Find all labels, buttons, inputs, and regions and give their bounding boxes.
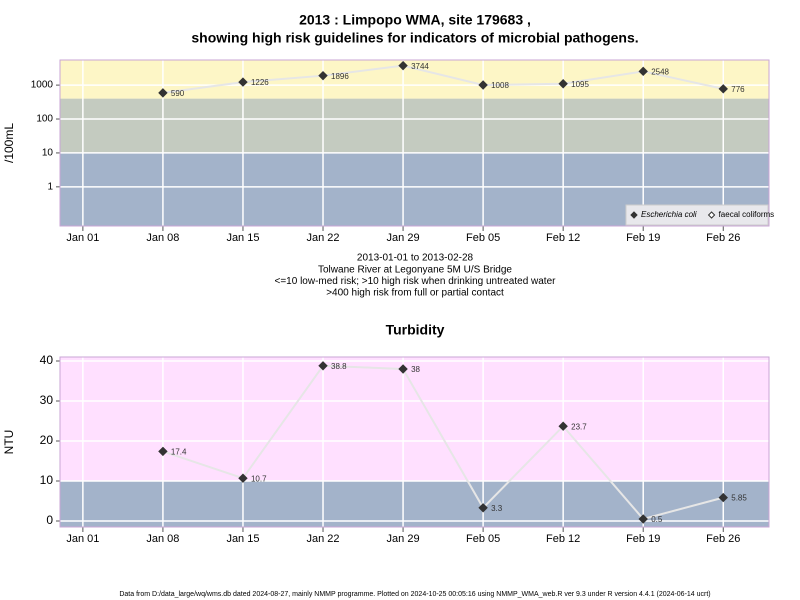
- x-tick-label: Feb 19: [626, 533, 660, 545]
- data-label: 2548: [651, 67, 669, 76]
- risk-band: [60, 481, 769, 527]
- chart-note: Tolwane River at Legonyane 5M U/S Bridge: [318, 264, 512, 275]
- data-label: 776: [731, 85, 745, 94]
- y-tick-label: 10: [42, 148, 54, 159]
- data-label: 1896: [331, 72, 349, 81]
- data-label: 3.3: [491, 504, 503, 513]
- x-tick-label: Jan 01: [66, 232, 99, 244]
- footer: Data from D:/data_large/wq/wms.db dated …: [119, 591, 710, 598]
- y-tick-label: 1000: [31, 80, 54, 91]
- x-tick-label: Feb 12: [546, 533, 580, 545]
- legend: Escherichia coli faecal coliforms: [625, 204, 775, 226]
- data-point: [318, 70, 328, 81]
- data-point: [158, 446, 168, 457]
- data-point: [478, 80, 488, 90]
- data-point: [718, 84, 728, 94]
- data-point: [558, 421, 568, 431]
- y-axis-label: /100mL: [2, 123, 16, 163]
- data-label: 17.4: [171, 448, 187, 457]
- risk-band: [60, 98, 769, 153]
- data-label: 1095: [571, 80, 589, 89]
- data-label: 5.85: [731, 494, 747, 503]
- x-tick-label: Jan 08: [146, 232, 179, 244]
- chart-title: Turbidity: [386, 322, 445, 338]
- y-tick-label: 40: [40, 353, 54, 367]
- chart-subtitle: showing high risk guidelines for indicat…: [191, 30, 638, 46]
- x-tick-label: Feb 05: [466, 232, 500, 244]
- data-label: 3744: [411, 62, 429, 71]
- chart-note: 2013-01-01 to 2013-02-28: [357, 253, 474, 264]
- data-point: [238, 77, 248, 87]
- data-point: [318, 361, 328, 371]
- x-tick-label: Jan 29: [387, 533, 420, 545]
- data-point: [478, 503, 488, 513]
- data-label: 1008: [491, 81, 509, 90]
- data-point: [158, 88, 168, 98]
- x-tick-label: Jan 22: [307, 232, 340, 244]
- data-point: [638, 514, 648, 524]
- data-label: 1226: [251, 78, 269, 87]
- data-label: 38: [411, 365, 420, 374]
- x-tick-label: Feb 05: [466, 533, 500, 545]
- y-axis-label: NTU: [2, 430, 16, 455]
- data-label: 23.7: [571, 422, 587, 431]
- x-tick-label: Jan 15: [226, 232, 259, 244]
- x-tick-label: Jan 15: [226, 533, 259, 545]
- data-point: [638, 66, 648, 77]
- x-tick-label: Jan 01: [66, 533, 99, 545]
- data-label: 38.8: [331, 362, 347, 371]
- legend-label: faecal coliforms: [719, 210, 775, 219]
- risk-band: [60, 357, 769, 481]
- chart-note: <=10 low-med risk; >10 high risk when dr…: [275, 276, 557, 287]
- data-point: [238, 473, 248, 483]
- y-tick-label: 20: [40, 433, 54, 447]
- data-point: [718, 492, 728, 503]
- data-point: [398, 60, 408, 71]
- data-point: [398, 364, 408, 374]
- legend-label: Escherichia coli: [641, 210, 697, 219]
- legend-marker: [630, 211, 638, 219]
- y-tick-label: 100: [36, 114, 53, 125]
- series-line: [162, 64, 724, 94]
- chart-title: 2013 : Limpopo WMA, site 179683 ,: [299, 12, 531, 28]
- data-label: 590: [171, 89, 185, 98]
- plot-frame: [59, 59, 770, 227]
- x-tick-label: Feb 12: [546, 232, 580, 244]
- x-tick-label: Feb 26: [706, 232, 740, 244]
- data-label: 0.5: [651, 515, 663, 524]
- plot-frame: [59, 356, 770, 528]
- chart-note: >400 high risk from full or partial cont…: [326, 288, 504, 299]
- y-tick-label: 10: [40, 473, 54, 487]
- data-point: [558, 79, 568, 89]
- y-tick-label: 30: [40, 393, 54, 407]
- data-label: 10.7: [251, 474, 267, 483]
- legend-marker: [707, 211, 716, 219]
- x-tick-label: Feb 19: [626, 232, 660, 244]
- x-tick-label: Jan 08: [146, 533, 179, 545]
- x-tick-label: Feb 26: [706, 533, 740, 545]
- y-tick-label: 1: [47, 181, 53, 192]
- x-tick-label: Jan 29: [387, 232, 420, 244]
- x-tick-label: Jan 22: [307, 533, 340, 545]
- series-line: [162, 364, 724, 521]
- legend-box: [625, 204, 769, 226]
- y-tick-label: 0: [46, 513, 53, 527]
- risk-band: [60, 60, 769, 99]
